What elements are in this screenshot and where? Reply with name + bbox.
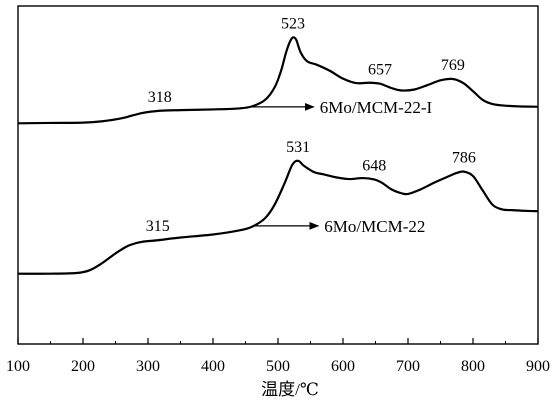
- peak-label: 657: [368, 62, 392, 79]
- x-tick-label: 300: [136, 358, 160, 375]
- x-tick-label: 900: [526, 358, 550, 375]
- x-tick-label: 400: [201, 358, 225, 375]
- x-tick-label: 100: [6, 358, 30, 375]
- peak-label: 786: [452, 150, 476, 167]
- annotations: 523 657 769 318 531 648 786 315 6Mo/MCM-22-I 6Mo/…: [146, 15, 476, 235]
- curves: [17, 36, 539, 275]
- series-line-1: [17, 36, 539, 125]
- peak-label: 531: [286, 139, 310, 156]
- x-tick-label: 500: [266, 358, 290, 375]
- x-tick-label: 800: [461, 358, 485, 375]
- x-tick-label: 700: [396, 358, 420, 375]
- peak-label: 523: [281, 15, 305, 32]
- x-tick-label: 600: [331, 358, 355, 375]
- x-axis-label: 温度/℃: [261, 380, 319, 399]
- x-axis: 100 200 300 400 500 600 700 800 900: [6, 338, 550, 375]
- series-label: 6Mo/MCM-22: [324, 217, 425, 236]
- peak-label: 315: [146, 218, 170, 235]
- x-tick-label: 200: [71, 358, 95, 375]
- series-line-2: [17, 159, 539, 275]
- peak-label: 769: [441, 57, 465, 74]
- peak-label: 648: [362, 157, 386, 174]
- peak-label: 318: [148, 89, 172, 106]
- series-label: 6Mo/MCM-22-I: [320, 98, 433, 117]
